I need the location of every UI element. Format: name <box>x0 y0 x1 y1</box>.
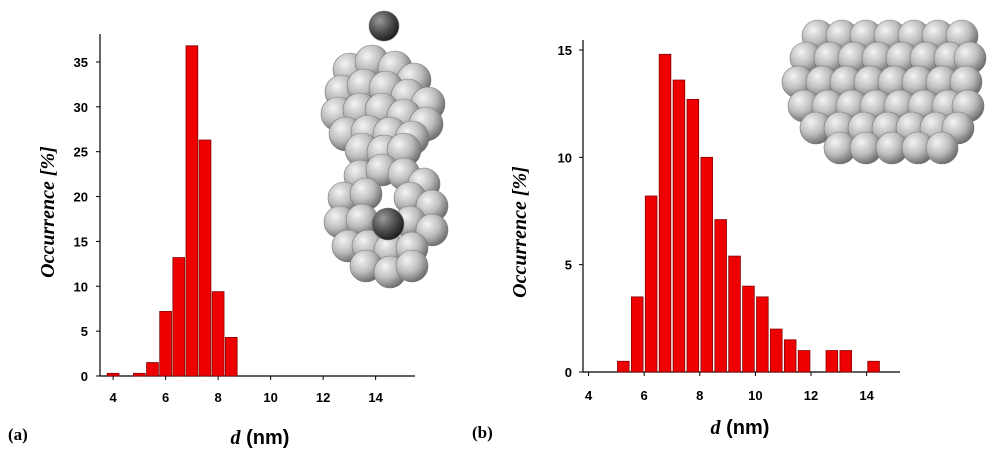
bar <box>146 362 159 377</box>
y-tick-label: 10 <box>74 279 88 294</box>
panel-b-x-ticks: 4 6 8 10 12 14 <box>585 372 875 403</box>
y-tick-label: 20 <box>74 190 88 205</box>
bar <box>839 350 853 373</box>
bar <box>133 372 146 377</box>
panel-a-bars <box>106 45 238 377</box>
panel-b-bars <box>617 53 880 373</box>
bar <box>644 195 658 373</box>
y-tick-label: 15 <box>558 43 572 58</box>
bar <box>825 350 839 373</box>
panel-b-x-axis-title: d (nm) <box>711 417 770 439</box>
panel-b-label: (b) <box>472 423 493 442</box>
bar <box>672 79 686 373</box>
panel-a-y-axis-title: Occurrence [%] <box>37 146 59 278</box>
bar <box>185 45 199 377</box>
x-tick-label: 8 <box>696 388 703 403</box>
y-tick-label: 0 <box>81 369 88 384</box>
x-tick-label: 10 <box>263 390 277 405</box>
x-tick-label: 6 <box>162 390 169 405</box>
panel-b-y-axis-title: Occurrence [%] <box>509 166 531 298</box>
panel-a-x-ticks: 4 6 8 10 12 14 <box>110 376 384 405</box>
x-tick-label: 14 <box>859 388 874 403</box>
x-tick-label: 14 <box>368 390 383 405</box>
y-tick-label: 10 <box>558 150 572 165</box>
bar <box>728 255 741 373</box>
bar <box>658 53 672 373</box>
bar <box>714 219 727 373</box>
bar <box>797 350 811 373</box>
bar <box>172 257 186 377</box>
y-tick-label: 5 <box>81 324 88 339</box>
bar <box>617 360 630 373</box>
y-tick-label: 25 <box>74 145 88 160</box>
bar <box>867 360 880 373</box>
panel-a-label: (a) <box>8 425 28 444</box>
panel-a-y-ticks: 0 5 10 15 20 25 30 35 <box>74 55 100 384</box>
x-tick-label: 12 <box>316 390 330 405</box>
bar <box>686 98 700 373</box>
x-tick-label: 6 <box>641 388 648 403</box>
bar <box>224 337 238 377</box>
x-tick-label: 12 <box>804 388 818 403</box>
light-atom <box>395 249 429 283</box>
panel-b-y-ticks: 0 5 10 15 <box>558 43 583 380</box>
dark-atom <box>368 10 400 42</box>
dark-atom <box>371 207 405 241</box>
x-tick-label: 4 <box>110 390 118 405</box>
bar <box>106 372 120 377</box>
panel-a-inset-cluster-top <box>320 10 446 170</box>
bar <box>770 328 783 373</box>
x-tick-label: 10 <box>748 388 762 403</box>
bar <box>198 139 212 377</box>
bar <box>630 296 644 373</box>
bar <box>700 156 713 373</box>
panel-a-inset-cluster-bottom <box>323 153 449 289</box>
bar <box>756 296 769 373</box>
panel-b-inset-cluster <box>781 19 987 165</box>
x-tick-label: 8 <box>215 390 222 405</box>
y-tick-label: 0 <box>565 365 572 380</box>
bar <box>783 339 797 373</box>
panel-b: 4 6 8 10 12 14 0 5 10 15 Occurrence [%] d (nm) (… <box>472 19 987 442</box>
x-tick-label: 4 <box>585 388 593 403</box>
y-tick-label: 5 <box>565 258 572 273</box>
light-atom <box>925 131 959 165</box>
bar <box>211 291 225 377</box>
y-tick-label: 15 <box>74 234 88 249</box>
bar <box>159 310 172 377</box>
panel-a-x-axis-title: d (nm) <box>231 427 290 449</box>
bar <box>742 285 755 373</box>
y-tick-label: 35 <box>74 55 88 70</box>
y-tick-label: 30 <box>74 100 88 115</box>
